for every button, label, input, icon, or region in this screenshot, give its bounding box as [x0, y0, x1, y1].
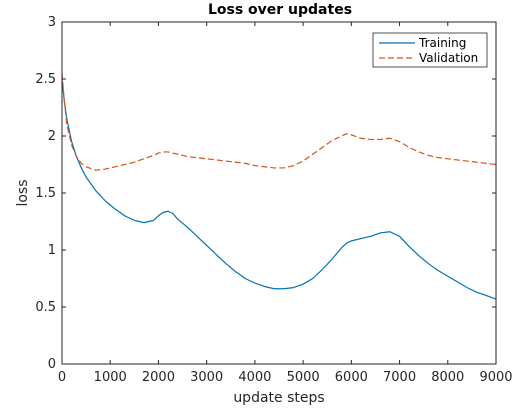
x-tick-label: 2000: [142, 370, 175, 385]
axes-box: [61, 21, 497, 365]
x-tick-label: 9000: [479, 370, 512, 385]
y-tick-label: 2: [48, 129, 56, 144]
chart-title: Loss over updates: [208, 2, 352, 18]
x-tick-label: 8000: [431, 370, 464, 385]
y-tick-label: 3: [48, 15, 56, 30]
legend-label-validation: Validation: [419, 51, 478, 65]
x-tick-label: 6000: [335, 370, 368, 385]
y-tick-label: 0.5: [35, 300, 56, 315]
plot-area: [61, 73, 497, 300]
x-tick-label: 1000: [94, 370, 127, 385]
y-tick-label: 1.5: [35, 186, 56, 201]
series-line-training: [61, 78, 497, 300]
y-axis: 0 0.5 1 1.5 2 2.5 3: [35, 15, 496, 372]
y-tick-label: 1: [48, 243, 56, 258]
y-tick-label: 0: [48, 357, 56, 372]
x-tick-label: 0: [58, 370, 66, 385]
x-axis-label: update steps: [233, 390, 324, 406]
legend-box: [372, 32, 488, 68]
y-tick-label: 2.5: [35, 72, 56, 87]
x-tick-label: 7000: [383, 370, 416, 385]
x-axis: 0 1000 2000 3000 4000 5000 6000 7000 8000 9000: [58, 22, 513, 385]
x-tick-label: 3000: [190, 370, 223, 385]
x-tick-label: 4000: [238, 370, 271, 385]
legend-label-training: Training: [418, 36, 466, 50]
x-tick-label: 5000: [287, 370, 320, 385]
y-axis-label: loss: [15, 179, 31, 206]
series-line-validation: [61, 73, 497, 171]
